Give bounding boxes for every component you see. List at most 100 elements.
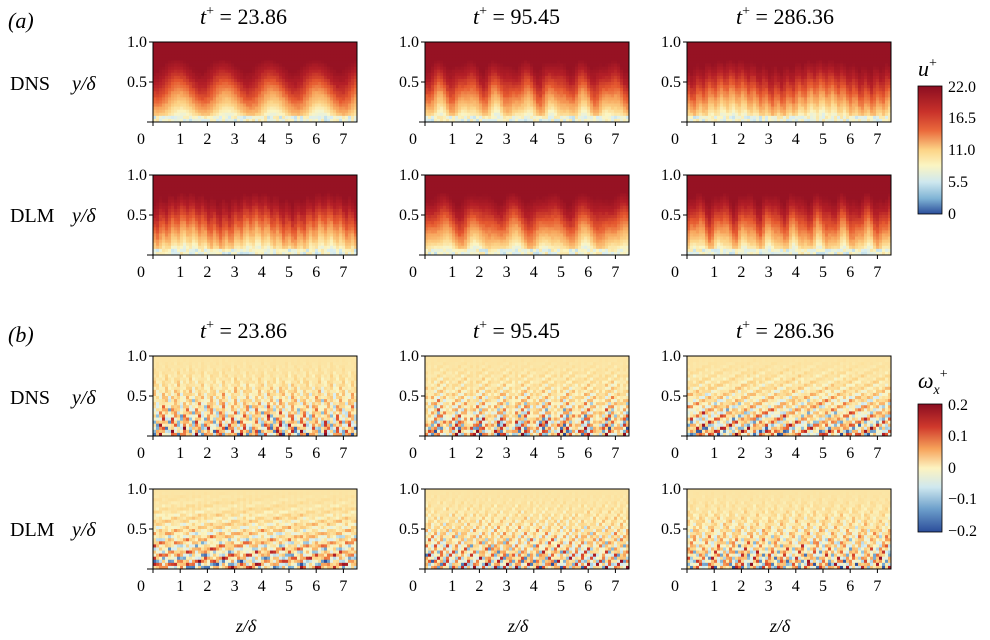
heatmap-cell [165,42,168,45]
heatmap-cell [584,91,587,94]
heatmap-cell [795,82,798,85]
heatmap-cell [192,79,195,82]
heatmap-cell [153,73,156,76]
heatmap-cell [312,113,315,116]
heatmap-cell [285,48,288,51]
heatmap-cell [234,67,237,70]
heatmap-cell [279,100,282,103]
heatmap-cell [506,82,509,85]
heatmap-cell [159,79,162,82]
heatmap-cell [216,82,219,85]
heatmap-cell [246,94,249,97]
heatmap-cell [213,67,216,70]
heatmap-cell [491,42,494,45]
heatmap-cell [837,45,840,48]
heatmap-cell [753,67,756,70]
heatmap-cell [270,45,273,48]
heatmap-cell [174,97,177,100]
heatmap-cell [288,48,291,51]
heatmap-cell [282,42,285,45]
heatmap-cell [867,88,870,91]
heatmap-cell [599,94,602,97]
heatmap-cell [777,76,780,79]
heatmap-cell [882,79,885,82]
heatmap-cell [297,100,300,103]
heatmap-cell [198,104,201,107]
heatmap-cell [339,85,342,88]
heatmap-cell [882,67,885,70]
heatmap-cell [342,76,345,79]
heatmap-cell [846,42,849,45]
heatmap-cell [804,51,807,54]
heatmap-cell [837,54,840,57]
heatmap-cell [753,97,756,100]
heatmap-cell [192,107,195,110]
heatmap-cell [464,97,467,100]
heatmap-cell [518,67,521,70]
heatmap-cell [204,88,207,91]
heatmap-cell [294,107,297,110]
heatmap-cell [593,60,596,63]
heatmap-cell [183,116,186,119]
heatmap-cell [789,67,792,70]
heatmap-cell [545,110,548,113]
heatmap-cell [264,79,267,82]
heatmap-cell [551,64,554,67]
heatmap-cell [488,64,491,67]
heatmap-cell [560,100,563,103]
heatmap-cell [512,51,515,54]
heatmap-cell [237,91,240,94]
heatmap-cell [443,42,446,45]
heatmap-cell [810,73,813,76]
heatmap-cell [476,104,479,107]
heatmap-cell [177,51,180,54]
heatmap-cell [279,73,282,76]
heatmap-cell [156,82,159,85]
heatmap-cell [183,45,186,48]
heatmap-cell [327,54,330,57]
heatmap-cell [750,85,753,88]
heatmap-cell [587,60,590,63]
heatmap-cell [273,67,276,70]
heatmap-cell [431,88,434,91]
heatmap-cell [291,91,294,94]
heatmap-cell [458,104,461,107]
heatmap-cell [738,88,741,91]
heatmap-cell [180,76,183,79]
heatmap-cell [437,42,440,45]
heatmap-cell [605,104,608,107]
heatmap-cell [780,91,783,94]
heatmap-cell [509,100,512,103]
heatmap-cell [339,70,342,73]
heatmap-cell [497,76,500,79]
heatmap-cell [548,51,551,54]
heatmap-cell [171,73,174,76]
heatmap-cell [162,100,165,103]
heatmap-cell [156,97,159,100]
heatmap-cell [819,88,822,91]
heatmap-cell [765,94,768,97]
heatmap-cell [285,85,288,88]
heatmap-cell [753,54,756,57]
heatmap-cell [279,85,282,88]
heatmap-cell [159,45,162,48]
heatmap-cell [342,85,345,88]
heatmap-cell [699,54,702,57]
heatmap-cell [345,42,348,45]
heatmap-cell [623,110,626,113]
heatmap-cell [602,60,605,63]
heatmap-cell [183,97,186,100]
heatmap-cell [345,107,348,110]
heatmap-cell [195,45,198,48]
heatmap-cell [294,76,297,79]
heatmap-cell [596,42,599,45]
heatmap-cell [765,85,768,88]
heatmap-cell [321,79,324,82]
heatmap-cell [521,85,524,88]
heatmap-cell [533,67,536,70]
heatmap-cell [476,64,479,67]
heatmap-cell [488,97,491,100]
heatmap-cell [213,116,216,119]
heatmap-cell [614,91,617,94]
heatmap-cell [434,88,437,91]
